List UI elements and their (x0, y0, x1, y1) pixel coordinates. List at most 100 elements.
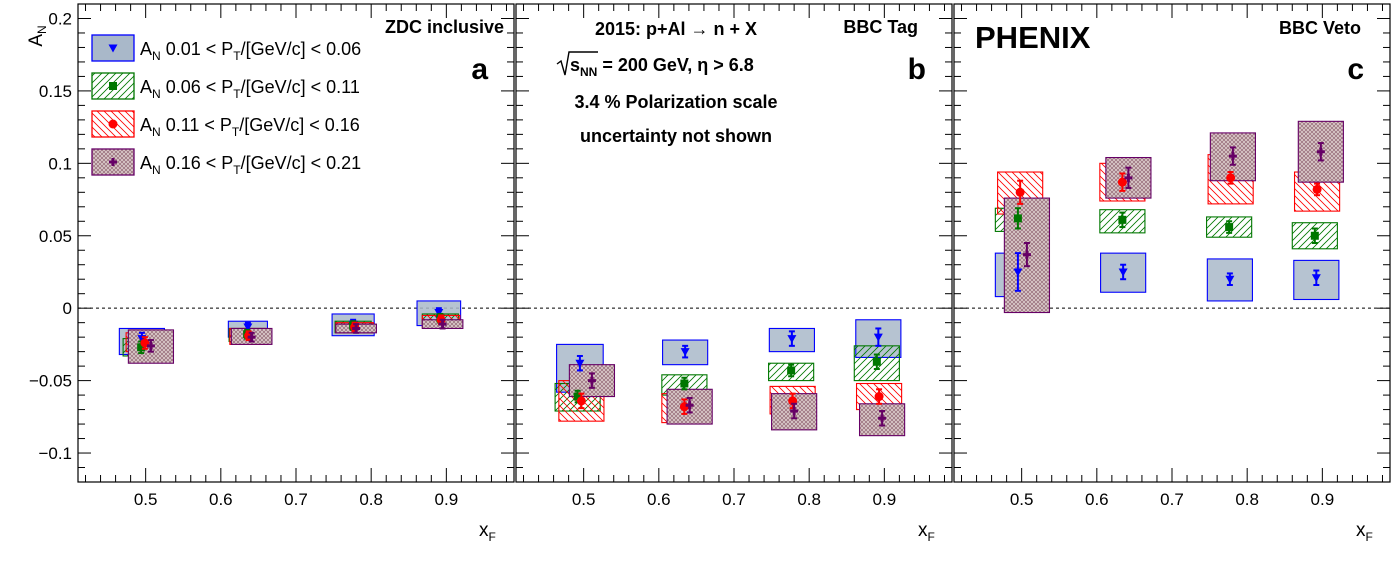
legend-entry-3: AN 0.11 < PT/[GeV/c] < 0.16 (91, 110, 360, 139)
point-series-1 (243, 323, 253, 332)
legend-entry-4: AN 0.16 < PT/[GeV/c] < 0.21 (91, 148, 361, 177)
x-tick-label: 0.6 (1085, 490, 1109, 509)
panel-b-letter: b (908, 53, 926, 86)
x-tick-label: 0.8 (797, 490, 821, 509)
y-tick-label: 0.1 (48, 154, 72, 173)
point-series-4 (1022, 250, 1031, 259)
x-axis-ticks (85, 4, 507, 482)
point-series-4 (352, 324, 361, 333)
header-line-4: uncertainty not shown (580, 126, 772, 146)
x-tick-label: 0.7 (284, 490, 308, 509)
panel-c-letter: c (1347, 53, 1364, 86)
header-line-3: 3.4 % Polarization scale (574, 92, 777, 112)
systematic-boxes (118, 300, 464, 364)
point-series-1 (873, 333, 883, 342)
legend-label: AN 0.16 < PT/[GeV/c] < 0.21 (140, 153, 361, 177)
point-series-1 (575, 359, 585, 368)
x-tick-label: 0.8 (1235, 490, 1259, 509)
y-tick-label: 0.15 (39, 82, 72, 101)
point-series-2 (872, 357, 881, 366)
panel-c-title: BBC Veto (1279, 18, 1361, 38)
panel-a-title: ZDC inclusive (385, 17, 504, 37)
y-axis-label: AN (26, 25, 49, 46)
point-series-4 (1124, 173, 1133, 182)
point-series-3 (1312, 184, 1322, 194)
point-series-3 (576, 396, 586, 406)
point-series-4 (587, 376, 596, 385)
point-series-4 (438, 320, 447, 329)
y-tick-label: 0.2 (48, 9, 72, 28)
x-tick-label: 0.5 (572, 490, 596, 509)
point-series-4 (146, 341, 155, 350)
legend-marker (108, 44, 118, 53)
x-tick-label: 0.9 (435, 490, 459, 509)
x-tick-label: 0.5 (134, 490, 158, 509)
x-tick-label: 0.7 (1160, 490, 1184, 509)
point-series-3 (1117, 177, 1127, 187)
point-series-4 (878, 414, 887, 423)
point-series-4 (1316, 147, 1325, 156)
x-tick-label: 0.6 (647, 490, 671, 509)
point-series-1 (1311, 274, 1321, 283)
point-series-1 (787, 335, 797, 344)
point-series-1 (1013, 268, 1023, 277)
point-series-2 (1225, 223, 1234, 232)
legend-entry-1: AN 0.01 < PT/[GeV/c] < 0.06 (91, 34, 361, 63)
point-series-4 (247, 333, 256, 342)
point-series-2 (787, 366, 796, 375)
systematic-boxes (994, 120, 1344, 314)
point-series-4 (685, 401, 694, 410)
y-axis-ticks (516, 3, 952, 483)
systematic-boxes (554, 319, 906, 437)
legend-entry-2: AN 0.06 < PT/[GeV/c] < 0.11 (91, 72, 360, 101)
legend-label: AN 0.01 < PT/[GeV/c] < 0.06 (140, 39, 361, 63)
point-series-4 (1228, 152, 1237, 161)
point-series-1 (1118, 268, 1128, 277)
point-series-4 (790, 407, 799, 416)
point-series-1 (1225, 275, 1235, 284)
data-points (573, 327, 887, 427)
x-axis-label-a: xF (479, 520, 496, 544)
panel-b-title: BBC Tag (843, 17, 918, 37)
x-tick-label: 0.6 (209, 490, 233, 509)
x-tick-label: 0.8 (359, 490, 383, 509)
x-tick-label: 0.7 (722, 490, 746, 509)
data-points (137, 307, 447, 355)
point-series-2 (680, 379, 689, 388)
y-tick-label: 0.05 (39, 227, 72, 246)
point-series-1 (680, 348, 690, 357)
y-tick-label: −0.1 (38, 444, 72, 463)
experiment-label: PHENIX (975, 20, 1091, 55)
y-tick-label: 0 (63, 299, 72, 318)
x-tick-label: 0.5 (1010, 490, 1034, 509)
point-series-2 (137, 343, 146, 352)
legend-label: AN 0.06 < PT/[GeV/c] < 0.11 (140, 77, 360, 101)
panel-b: 0.5 0.6 0.7 0.8 0.9 (515, 3, 953, 509)
legend-marker (109, 82, 117, 90)
y-axis-ticks (78, 3, 514, 483)
point-series-3 (874, 392, 884, 402)
legend-marker (109, 158, 117, 166)
svg-text:sNN = 200 GeV, η > 6.8: sNN = 200 GeV, η > 6.8 (570, 55, 754, 79)
panels-group: 0.5 0.6 0.7 0.8 0.9−0.1−0.0500.050.10.150.20… (29, 3, 1391, 509)
x-tick-label: 0.9 (1311, 490, 1335, 509)
x-axis-ticks (523, 4, 945, 482)
x-axis-label-c: xF (1356, 520, 1373, 544)
point-series-2 (1013, 214, 1022, 223)
y-axis-ticks (954, 3, 1390, 483)
panel-a: 0.5 0.6 0.7 0.8 0.9 −0.1 −0.05 0 0.05 0.1 0.15 0.2 (29, 3, 515, 509)
x-axis-ticks (961, 4, 1383, 482)
y-tick-label: −0.05 (29, 372, 72, 391)
point-series-3 (1226, 173, 1236, 183)
point-series-2 (1310, 231, 1319, 240)
point-series-2 (1118, 215, 1127, 224)
panel-frame (77, 3, 515, 483)
data-points (1013, 142, 1325, 292)
panel-a-letter: a (471, 53, 488, 86)
header-line-1: 2015: p+Al → n + X (595, 19, 757, 39)
legend: AN 0.01 < PT/[GeV/c] < 0.06 AN 0.06 < PT/… (91, 34, 361, 177)
x-tick-label: 0.9 (873, 490, 897, 509)
legend-marker (108, 119, 118, 129)
header-line-2: sNN = 200 GeV, η > 6.8 (556, 51, 754, 79)
